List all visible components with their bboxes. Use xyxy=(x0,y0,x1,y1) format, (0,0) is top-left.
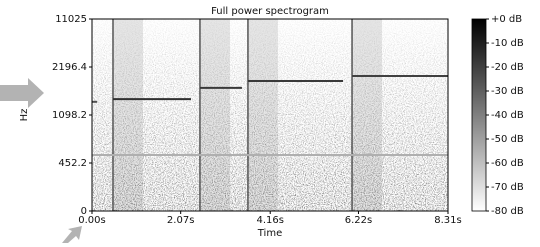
spectrogram-image xyxy=(92,19,448,211)
arrow xyxy=(62,226,82,243)
x-axis-label: Time xyxy=(257,228,282,239)
onset-burst xyxy=(248,19,278,211)
onset-burst xyxy=(200,19,230,211)
arrow xyxy=(0,78,44,108)
colorbar-tick-label: -60 dB xyxy=(491,158,524,169)
onset-burst xyxy=(113,19,143,211)
chart-title: Full power spectrogram xyxy=(211,6,329,17)
onset-burst xyxy=(352,19,382,211)
chart: Full power spectrogram Time Hz 0.00s2.07… xyxy=(0,0,540,243)
y-tick-label: 2196.4 xyxy=(52,62,87,73)
y-axis-label: Hz xyxy=(19,109,30,122)
colorbar-tick-label: -80 dB xyxy=(491,206,524,217)
x-tick-label: 8.31s xyxy=(434,215,461,226)
colorbar xyxy=(472,19,486,211)
x-tick-label: 4.16s xyxy=(256,215,283,226)
x-tick-label: 2.07s xyxy=(167,215,194,226)
y-tick-label: 1098.2 xyxy=(52,110,87,121)
x-tick-label: 6.22s xyxy=(345,215,372,226)
colorbar-tick-label: -70 dB xyxy=(491,182,524,193)
colorbar-tick-label: -50 dB xyxy=(491,134,524,145)
y-tick-label: 0 xyxy=(81,206,87,217)
colorbar-tick-label: +0 dB xyxy=(491,14,522,25)
colorbar-tick-label: -30 dB xyxy=(491,86,524,97)
colorbar-tick-label: -20 dB xyxy=(491,62,524,73)
y-tick-label: 11025 xyxy=(55,14,87,25)
colorbar-tick-label: -40 dB xyxy=(491,110,524,121)
y-tick-label: 452.2 xyxy=(58,158,87,169)
colorbar-tick-label: -10 dB xyxy=(491,38,524,49)
